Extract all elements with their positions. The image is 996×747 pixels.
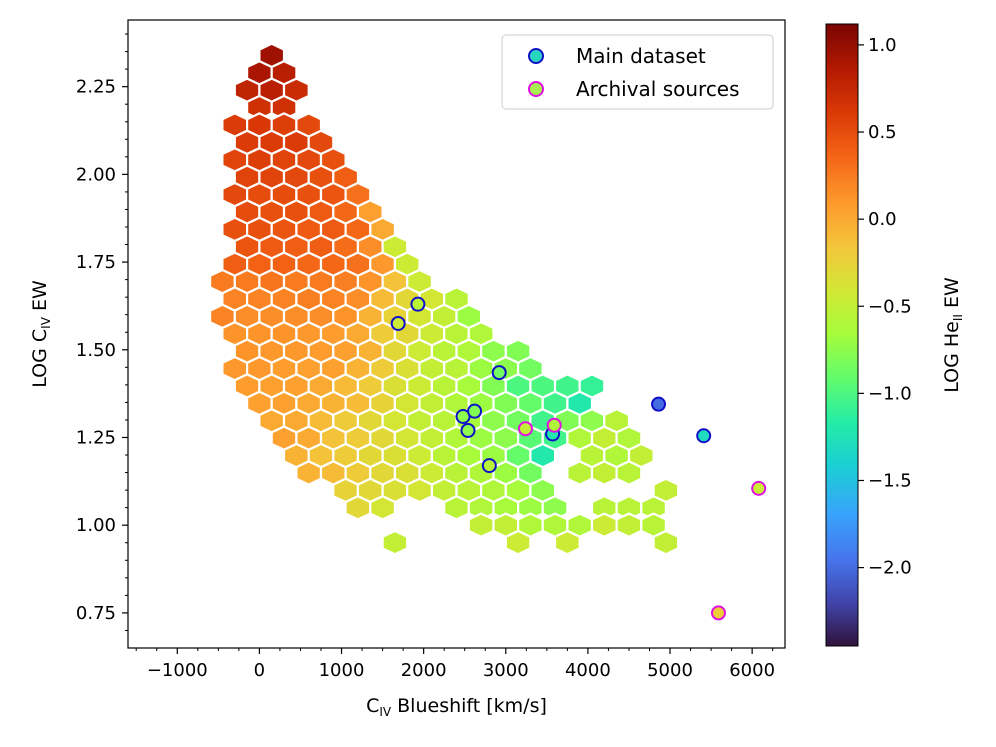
archival-source-point (546, 417, 562, 433)
x-tick-label: 5000 (647, 660, 693, 681)
main-dataset-point (460, 422, 476, 438)
x-tick-label: 1000 (319, 660, 365, 681)
main-dataset-point (651, 396, 667, 412)
x-axis-label: CIV Blueshift [km/s] (366, 695, 547, 719)
colorbar-tick-label: −2.0 (868, 558, 912, 579)
hexbin (295, 460, 323, 486)
main-dataset-point (481, 458, 497, 474)
colorbar-tick-label: −1.5 (868, 470, 912, 491)
archival-source-point (517, 421, 533, 437)
hexbin (615, 512, 643, 539)
legend-label-main-dataset: Main dataset (576, 44, 706, 68)
main-dataset-point (410, 296, 426, 312)
archival-source-point (751, 480, 767, 496)
legend-marker-archival-sources (528, 81, 544, 97)
legend: Main dataset Archival sources (501, 34, 774, 110)
x-tick-label: 3000 (483, 660, 529, 681)
legend-label-archival-sources: Archival sources (576, 77, 740, 101)
colorbar-label: LOG HeII EW (941, 277, 965, 393)
y-axis-label: LOG CIV EW (29, 280, 53, 388)
legend-box (501, 34, 774, 110)
colorbar-tick-label: 1.0 (868, 35, 897, 56)
x-tick-label: −1000 (147, 660, 208, 681)
main-dataset-point (696, 428, 712, 444)
y-tick-label: 1.00 (76, 515, 116, 536)
hexbin (615, 460, 643, 486)
hexbin (652, 529, 680, 556)
hexbin (553, 529, 581, 556)
colorbar (825, 23, 859, 647)
y-axis: 0.75 1.00 1.25 1.50 1.75 2.00 2.25 (76, 33, 128, 631)
main-dataset-point (467, 403, 483, 419)
main-dataset-point (491, 365, 507, 381)
main-dataset-point (390, 315, 406, 331)
hexbin (369, 494, 396, 521)
x-tick-label: 6000 (729, 660, 775, 681)
y-tick-label: 2.00 (76, 164, 116, 185)
colorbar-tick-label: 0.5 (868, 122, 897, 143)
x-axis: −1000 0 1000 2000 3000 4000 5000 6000 (135, 648, 775, 681)
plot-frame (127, 19, 786, 649)
x-tick-label: 4000 (565, 660, 611, 681)
hexbin (406, 477, 433, 504)
archival-source-point (710, 605, 726, 621)
hexbin (590, 512, 618, 539)
y-tick-label: 2.25 (76, 77, 116, 98)
hexbin (566, 460, 594, 486)
x-tick-label: 0 (254, 660, 265, 681)
y-tick-label: 1.25 (76, 427, 116, 448)
legend-marker-main-dataset (528, 48, 544, 64)
y-tick-label: 1.50 (76, 340, 116, 361)
hexbin (467, 512, 495, 539)
hexbin (381, 529, 409, 556)
colorbar-tick-label: 0.0 (868, 209, 897, 230)
hexbin-layer (209, 42, 680, 556)
y-tick-label: 1.75 (76, 252, 116, 273)
y-tick-label: 0.75 (76, 603, 116, 624)
x-tick-label: 2000 (401, 660, 447, 681)
hexbin (344, 494, 372, 521)
hexbin (504, 529, 532, 556)
hexbin (443, 494, 470, 521)
hexbin (590, 460, 618, 486)
colorbar-tick-label: −1.0 (868, 383, 912, 404)
scatter-layer (390, 296, 767, 621)
colorbar-axis: 1.0 0.5 0.0 −0.5 −1.0 −1.5 −2.0 (858, 35, 912, 579)
colorbar-tick-label: −0.5 (868, 296, 912, 317)
